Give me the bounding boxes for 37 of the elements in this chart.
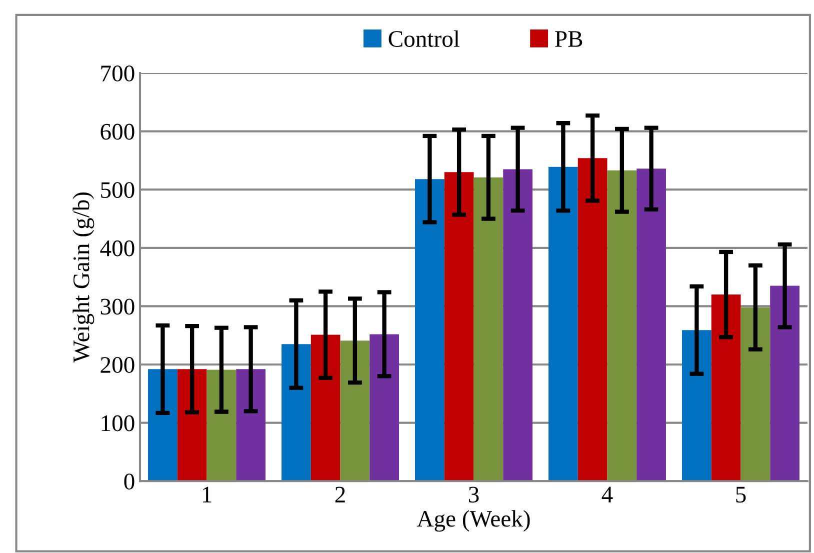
x-axis-title: Age (Week) [416, 510, 530, 532]
bar [474, 177, 504, 482]
y-tick-label: 400 [100, 240, 134, 256]
bar [578, 158, 608, 482]
y-tick-label: 100 [102, 415, 134, 432]
y-tick-label: 300 [100, 298, 134, 315]
bar [310, 334, 340, 482]
y-tick-label: 200 [100, 356, 134, 373]
bar [282, 344, 311, 482]
bar [148, 369, 178, 482]
bar [444, 172, 474, 482]
y-axis-title: Weight Gain (g/b) [72, 192, 94, 363]
bar [682, 330, 712, 482]
bar [636, 168, 666, 482]
bar [177, 369, 207, 482]
bar [236, 369, 266, 482]
x-tick-label: 4 [602, 486, 613, 502]
bar [548, 166, 578, 482]
bar [770, 286, 800, 482]
y-tick-label: 500 [101, 182, 134, 198]
bar [607, 170, 637, 482]
bar [206, 370, 236, 482]
bar [415, 179, 444, 482]
x-tick-label: 5 [736, 486, 746, 503]
y-tick-label: 700 [101, 65, 134, 82]
legend-label: PB [555, 31, 582, 47]
bar [711, 294, 741, 482]
y-tick-label: 600 [100, 124, 134, 140]
x-tick-label: 1 [202, 486, 212, 502]
x-tick-label: 2 [335, 486, 345, 502]
bar [370, 334, 399, 482]
bar [503, 169, 532, 482]
legend-label: Control [388, 30, 460, 47]
bar [740, 307, 770, 482]
bar [340, 340, 370, 482]
y-tick-label: 0 [124, 474, 134, 490]
x-tick-label: 3 [468, 486, 479, 503]
